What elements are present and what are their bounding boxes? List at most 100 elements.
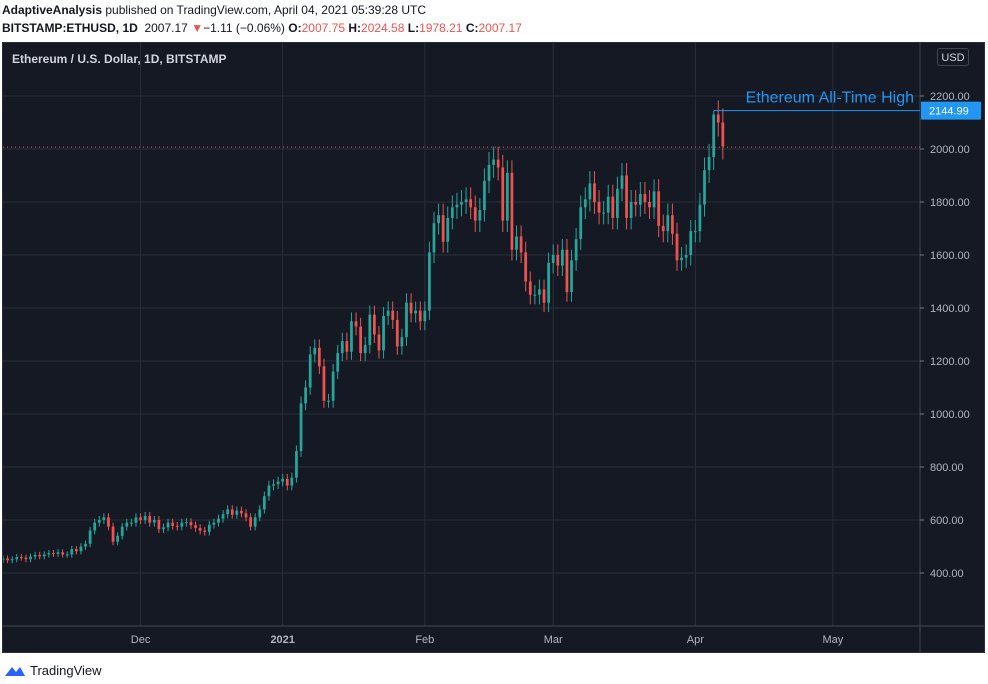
- candle-body: [721, 122, 725, 147]
- candle-body: [588, 183, 592, 200]
- candle: [47, 549, 51, 558]
- candle: [285, 473, 289, 491]
- candle: [244, 509, 248, 522]
- candle: [707, 143, 711, 183]
- candle: [249, 513, 252, 531]
- candle-body: [689, 231, 693, 255]
- price-tick-label: 2000.00: [930, 144, 970, 156]
- candle-body: [93, 522, 97, 531]
- candle-body: [340, 341, 344, 354]
- time-tick-label: 2021: [270, 634, 294, 646]
- candle: [483, 168, 486, 222]
- candle-body: [437, 215, 440, 224]
- candle-body: [693, 231, 697, 233]
- candle: [79, 543, 83, 555]
- candle: [317, 339, 321, 375]
- candle-body: [648, 202, 651, 208]
- candle-body: [675, 233, 679, 261]
- symbol-label: BITSTAMP:ETHUSD, 1D: [2, 21, 138, 35]
- candle: [583, 187, 587, 220]
- candle-body: [276, 481, 280, 485]
- candle: [460, 190, 463, 217]
- candle: [235, 506, 239, 519]
- candlestick-chart[interactable]: 400.00 600.00 800.00 1000.00 1200.00 1400.00 1…: [3, 43, 984, 652]
- candle-body: [698, 204, 702, 232]
- candle: [262, 491, 266, 514]
- candle-body: [345, 341, 349, 352]
- chart-pane[interactable]: 400.00 600.00 800.00 1000.00 1200.00 1400.00 1…: [2, 42, 985, 653]
- candle: [3, 555, 5, 563]
- candle-body: [579, 207, 583, 240]
- candle: [267, 480, 271, 501]
- time-tick-label: Mar: [544, 634, 563, 646]
- candle-body: [198, 527, 202, 531]
- candle-body: [464, 199, 468, 202]
- candle-body: [547, 262, 550, 303]
- currency-button[interactable]: USD: [937, 48, 969, 66]
- candle: [464, 187, 468, 214]
- candle: [322, 358, 326, 408]
- candle-body: [574, 239, 578, 261]
- candle: [253, 513, 257, 531]
- candle-body: [29, 556, 32, 560]
- candle-body: [175, 525, 179, 527]
- candle-body: [680, 257, 683, 261]
- candle: [240, 506, 243, 518]
- candle: [551, 244, 555, 274]
- candle: [428, 241, 431, 320]
- candle-body: [84, 543, 87, 547]
- candle-body: [414, 310, 418, 314]
- candle: [432, 211, 436, 264]
- candle-body: [221, 514, 225, 519]
- candle-body: [625, 175, 628, 218]
- candle: [340, 332, 344, 362]
- candle: [272, 479, 275, 491]
- candle-body: [15, 557, 19, 560]
- candle-body: [703, 170, 706, 205]
- candle-body: [620, 175, 624, 189]
- candle: [703, 157, 706, 217]
- time-tick-label: Dec: [131, 634, 151, 646]
- candle: [501, 154, 505, 233]
- candle-body: [377, 334, 381, 351]
- candle-body: [65, 554, 69, 556]
- candle-body: [102, 517, 106, 520]
- candle-body: [47, 553, 51, 555]
- candle: [162, 523, 165, 534]
- price-tick-label: 1400.00: [930, 303, 970, 315]
- ohlc-legend: BITSTAMP:ETHUSD, 1D 2007.17 ▼−1.11 (−0.0…: [0, 19, 988, 37]
- candle: [295, 445, 298, 483]
- candle-body: [428, 252, 431, 311]
- candle: [643, 181, 647, 214]
- candle-body: [382, 315, 385, 351]
- candle-body: [317, 347, 321, 367]
- candle-body: [634, 202, 638, 205]
- candle-body: [194, 525, 197, 528]
- candle: [528, 271, 532, 305]
- candle-body: [322, 366, 326, 401]
- candle-body: [230, 509, 234, 515]
- close-label: C:: [465, 21, 479, 35]
- candle-body: [359, 326, 363, 354]
- candle-body: [505, 172, 509, 221]
- candle: [556, 244, 560, 276]
- candle-body: [368, 314, 372, 346]
- candle-body: [134, 517, 138, 523]
- candle-body: [116, 535, 120, 542]
- publisher-name[interactable]: AdaptiveAnalysis: [2, 3, 103, 17]
- tradingview-brand[interactable]: TradingView: [30, 663, 102, 678]
- candle-body: [533, 294, 537, 296]
- candle-body: [235, 510, 239, 515]
- candle: [712, 110, 716, 171]
- candle: [441, 203, 445, 253]
- tradingview-logo-icon[interactable]: [4, 664, 26, 678]
- candle-body: [556, 255, 560, 266]
- candle-body: [313, 347, 317, 355]
- candle-body: [240, 510, 243, 514]
- candle: [97, 516, 101, 527]
- candle-body: [542, 289, 546, 303]
- candle: [10, 556, 14, 564]
- open-value: 2007.75: [301, 21, 345, 35]
- candle: [409, 293, 413, 323]
- candle: [721, 108, 725, 160]
